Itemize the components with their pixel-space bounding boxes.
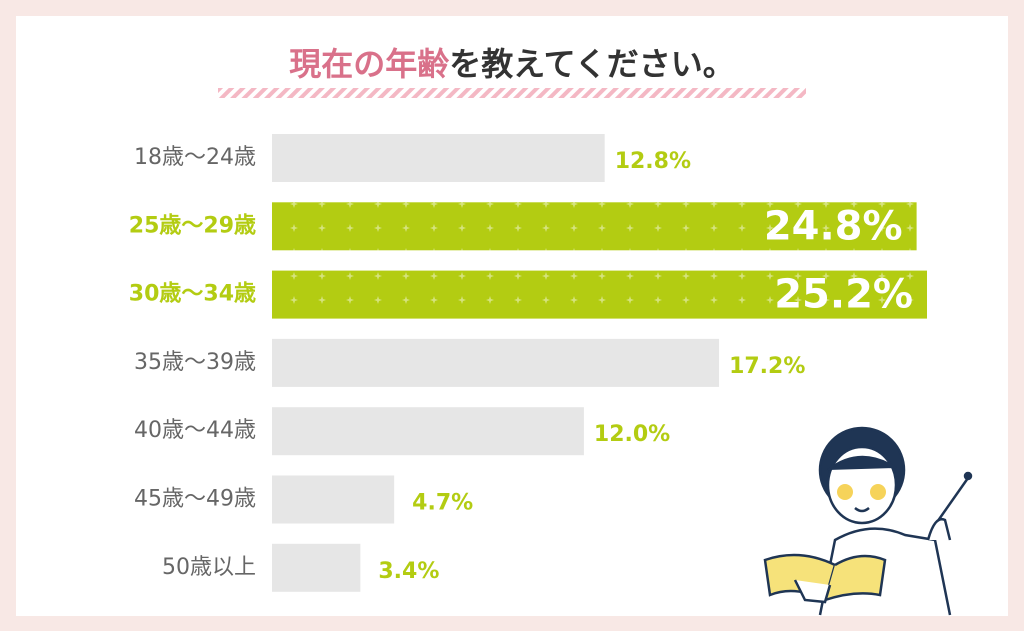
value-label: 12.0% (594, 422, 670, 447)
title-highlight: 現在の年齢 (289, 45, 449, 83)
category-label: 25歳〜29歳 (129, 213, 256, 238)
category-label: 18歳〜24歳 (134, 145, 256, 170)
bar-pattern (272, 202, 917, 251)
bar (272, 134, 605, 182)
category-label: 40歳〜44歳 (134, 418, 256, 443)
value-label: 24.8% (764, 203, 903, 249)
chart-title: 現在の年齢を教えてください。 (289, 45, 734, 83)
bar (272, 407, 584, 456)
category-label: 30歳〜34歳 (129, 282, 256, 307)
value-label: 3.4% (378, 559, 439, 584)
value-label: 12.8% (615, 149, 691, 174)
bar-pattern (272, 270, 927, 319)
bar (272, 475, 395, 524)
title-rest: を教えてください。 (449, 45, 734, 83)
bar (272, 543, 361, 592)
category-label: 50歳以上 (162, 555, 256, 580)
value-label: 17.2% (729, 354, 805, 379)
bar (272, 338, 720, 387)
category-label: 35歳〜39歳 (134, 350, 256, 375)
illustration (763, 426, 973, 616)
value-label: 25.2% (774, 272, 913, 318)
title-underline (218, 88, 806, 98)
value-label: 4.7% (412, 491, 473, 516)
bars: 18歳〜24歳 12.8% 25歳〜29歳 24.8% 30歳〜34歳 25.2% 35歳〜… (129, 134, 927, 592)
category-label: 45歳〜49歳 (134, 487, 256, 512)
